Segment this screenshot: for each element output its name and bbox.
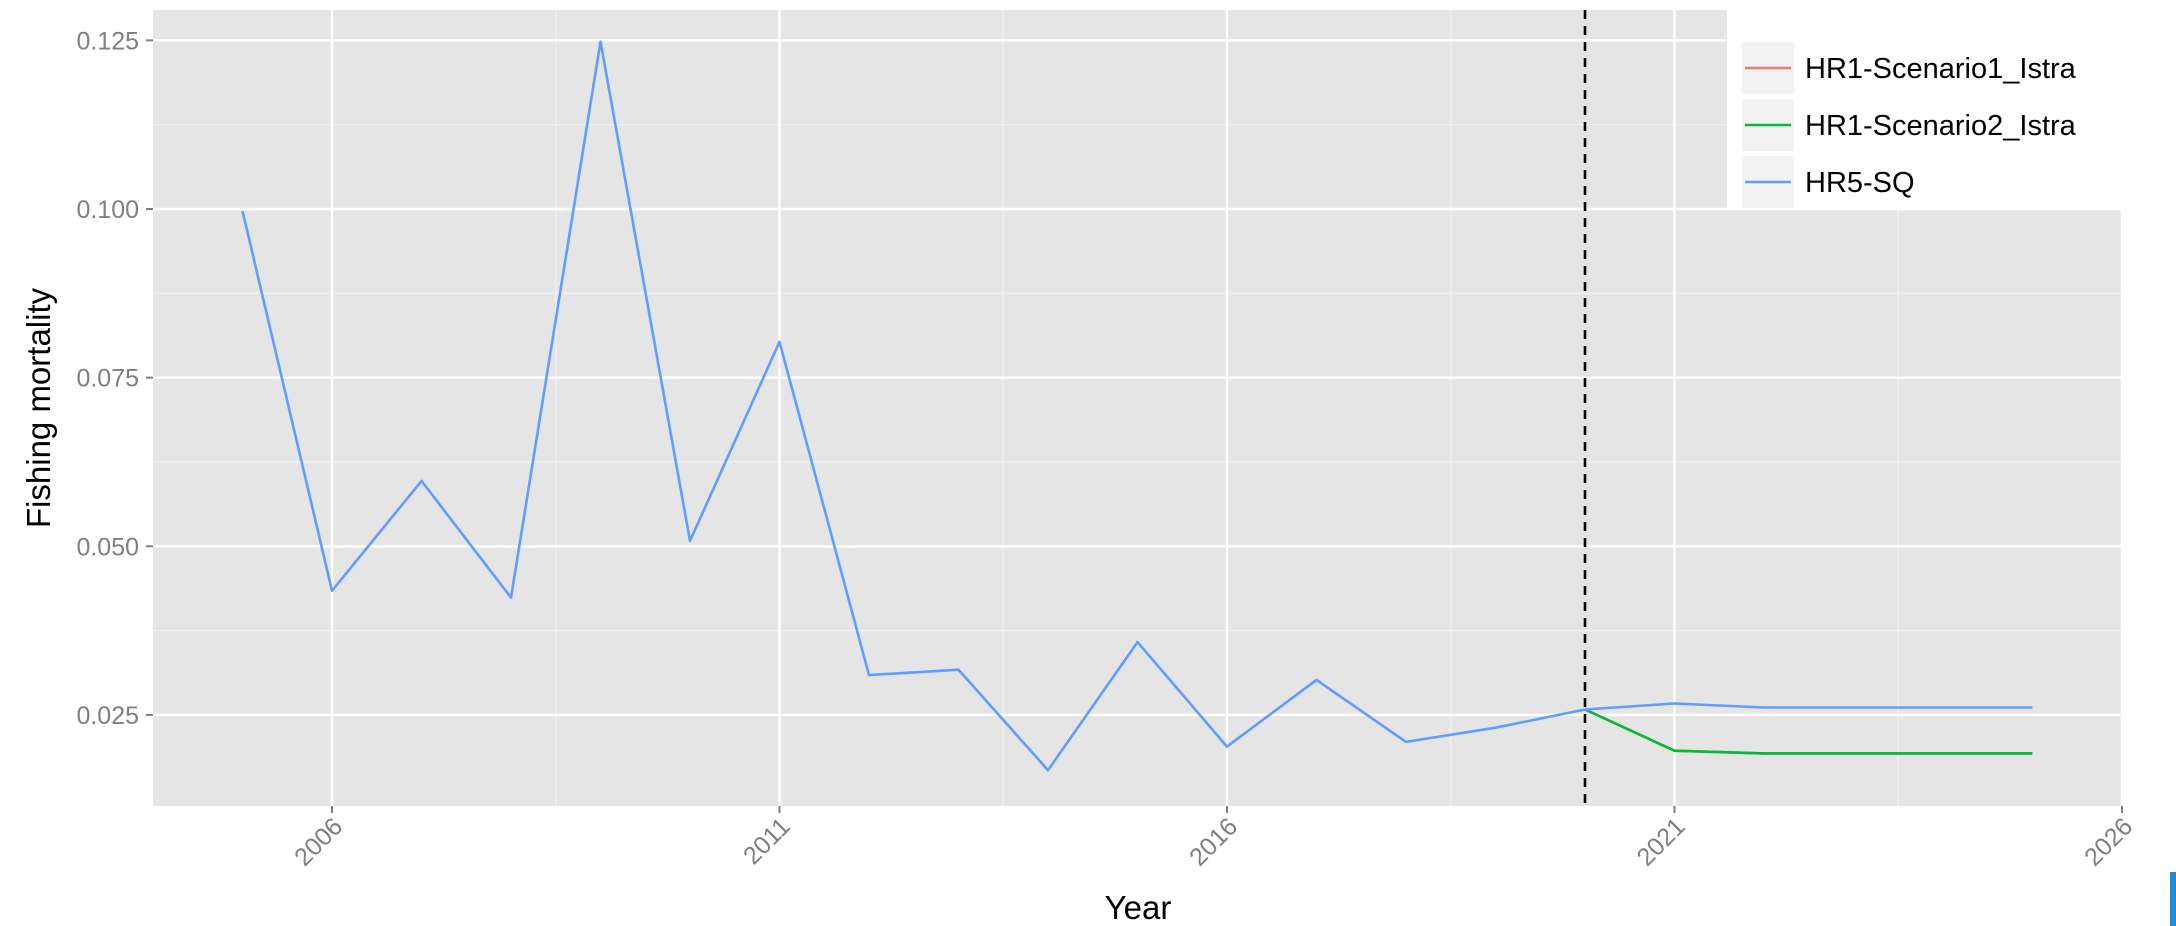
y-tick-label: 0.125 [76,27,139,55]
x-tick-label: 2016 [1184,812,1243,871]
legend-label: HR5-SQ [1805,167,1915,199]
corner-mark [2170,872,2176,926]
y-axis: 0.025 0.050 0.075 0.100 0.125 [76,27,153,730]
y-tick-label: 0.075 [76,365,139,393]
series-lines [241,40,2033,772]
y-tick-label: 0.050 [76,533,139,561]
legend-label: HR1-Scenario1_Istra [1805,53,2077,85]
legend-label: HR1-Scenario2_Istra [1805,110,2077,142]
x-tick-label: 2021 [1632,812,1691,871]
x-tick-label: 2006 [289,812,348,871]
legend: HR1-Scenario1_Istra HR1-Scenario2_Istra HR… [1727,10,2122,210]
x-axis: 2006 2011 2016 2021 2026 [289,806,2138,872]
major-gridlines [153,10,2124,806]
y-axis-title: Fishing mortality [20,287,57,528]
series-line [1584,708,2033,755]
y-tick-label: 0.025 [76,702,139,730]
y-tick-label: 0.100 [76,196,139,224]
x-tick-label: 2011 [738,812,796,870]
x-axis-title: Year [1105,889,1172,926]
x-tick-label: 2026 [2079,812,2138,871]
series-line [241,40,2033,772]
